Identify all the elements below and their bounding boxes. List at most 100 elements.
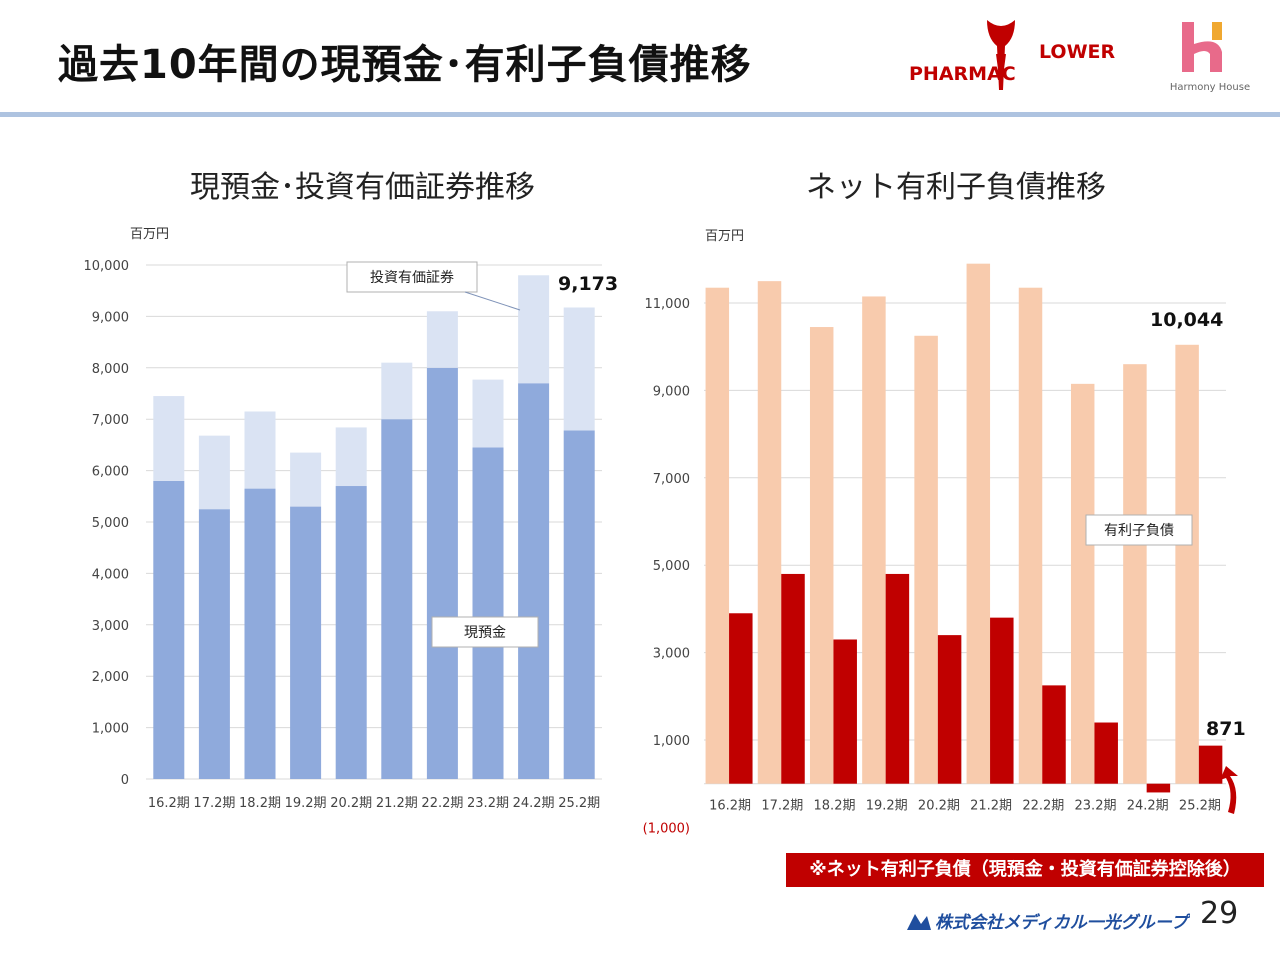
debt-bar [862,296,886,784]
right-x-tick-label: 25.2期 [1179,799,1221,814]
last-net-data-label: 871 [1206,718,1246,740]
cash-bar [290,506,322,779]
left-chart-title: 現預金･投資有価証券推移 [190,170,535,205]
securities-bar [198,435,230,510]
left-y-tick-label: 8,000 [92,362,129,377]
right-x-tick-label: 22.2期 [1022,799,1064,814]
right-x-tick-label: 20.2期 [918,799,960,814]
net-debt-bar [1146,783,1171,793]
net-debt-bar [729,613,753,784]
right-chart-title: ネット有利子負債推移 [806,170,1106,205]
debt-callout-box [1085,514,1193,546]
cash-callout-box [431,616,539,648]
left-x-tick-label: 23.2期 [467,796,509,811]
cash-bar [153,480,185,779]
increase-arrow-icon [1220,766,1238,814]
left-x-tick-label: 19.2期 [285,796,327,811]
debt-bar [1070,383,1095,784]
left-x-tick-label: 25.2期 [558,796,600,811]
pharmacy-flower-logo: PHARMAC LOWER [909,20,1115,90]
right-x-tick-label: 21.2期 [970,799,1012,814]
cash-bar [472,447,504,779]
net-debt-bar [885,573,910,784]
net-debt-chart: 百万円 (1,000) 1,000 3,000 5,000 7,000 9,000 11,00… [643,229,1246,836]
securities-callout-box [346,261,478,293]
left-y-tick-label: 3,000 [92,619,129,634]
right-y-tick-label: (1,000) [643,821,690,836]
left-x-tick-label: 21.2期 [376,796,418,811]
securities-bar [518,275,550,384]
debt-bar [966,263,991,784]
logo-lower-text: LOWER [1039,41,1115,63]
right-x-tick-label: 18.2期 [814,799,856,814]
securities-bar [472,379,504,448]
securities-bar [426,311,458,368]
logo-pharmac-text: PHARMAC [909,63,1016,85]
net-debt-bar [1042,685,1066,784]
mountain-icon [907,914,931,930]
page-number: 29 [1200,896,1239,931]
debt-bar [914,335,938,784]
net-debt-bar [1198,745,1223,784]
cash-bar [198,509,230,779]
left-y-tick-label: 10,000 [84,259,130,274]
securities-callout: 投資有価証券 [346,261,478,293]
left-y-tick-label: 9,000 [92,310,129,325]
cash-bar [335,486,367,779]
cash-bar [244,488,276,779]
securities-bar [335,427,367,487]
debt-callout-label: 有利子負債 [1104,523,1174,539]
debt-bar [809,327,834,784]
right-x-tick-label: 23.2期 [1075,799,1117,814]
net-debt-bar [833,639,857,784]
net-debt-bar [937,635,962,784]
right-y-tick-label: 5,000 [653,559,690,574]
right-unit-label: 百万円 [705,229,744,244]
debt-bar [1018,287,1043,784]
left-x-tick-label: 16.2期 [148,796,190,811]
securities-bar [244,411,276,489]
securities-bar [563,307,595,431]
cash-securities-chart: 百万円 0 1,000 2,000 3,000 4,000 5,000 6,000 7,000 8… [84,227,619,811]
header-rule [0,112,1280,117]
right-x-tick-label: 16.2期 [709,799,751,814]
securities-bar [153,396,185,481]
left-y-tick-label: 7,000 [92,413,129,428]
company-logo: 株式会社メディカル一光グループ [907,913,1190,933]
cash-callout-label: 現預金 [464,625,506,641]
left-x-tick-label: 18.2期 [239,796,281,811]
left-x-tick-label: 22.2期 [421,796,463,811]
left-y-tick-label: 5,000 [92,516,129,531]
left-x-tick-label: 17.2期 [193,796,235,811]
debt-bar [705,287,730,784]
cash-bar [563,430,595,779]
left-y-tick-label: 6,000 [92,465,129,480]
securities-bar [290,452,322,507]
page-title: 過去10年間の現預金･有利子負債推移 [58,42,752,88]
left-y-tick-label: 2,000 [92,670,129,685]
left-y-tick-label: 4,000 [92,567,129,582]
securities-callout-label: 投資有価証券 [370,270,454,286]
left-unit-label: 百万円 [130,227,169,242]
cash-bar [381,419,413,779]
left-y-tick-label: 0 [121,773,129,788]
cash-bar [426,367,458,779]
net-debt-bar [1094,722,1118,784]
debt-callout: 有利子負債 [1085,514,1193,546]
debt-bar [1123,364,1147,784]
cash-callout: 現預金 [431,616,539,648]
right-y-tick-label: 11,000 [645,297,691,312]
net-debt-bar [990,617,1014,784]
debt-bar [1175,344,1199,784]
right-y-tick-label: 9,000 [653,384,690,399]
securities-callout-leader [464,291,521,311]
left-y-tick-label: 1,000 [92,722,129,737]
right-x-tick-label: 19.2期 [866,799,908,814]
securities-bar [381,362,413,420]
right-y-tick-label: 3,000 [653,647,690,662]
left-x-tick-label: 20.2期 [330,796,372,811]
last-total-data-label: 9,173 [558,273,618,295]
harmony-house-logo: Harmony House [1170,22,1250,93]
cash-bar [518,383,550,779]
logo-harmony-text: Harmony House [1170,82,1250,93]
